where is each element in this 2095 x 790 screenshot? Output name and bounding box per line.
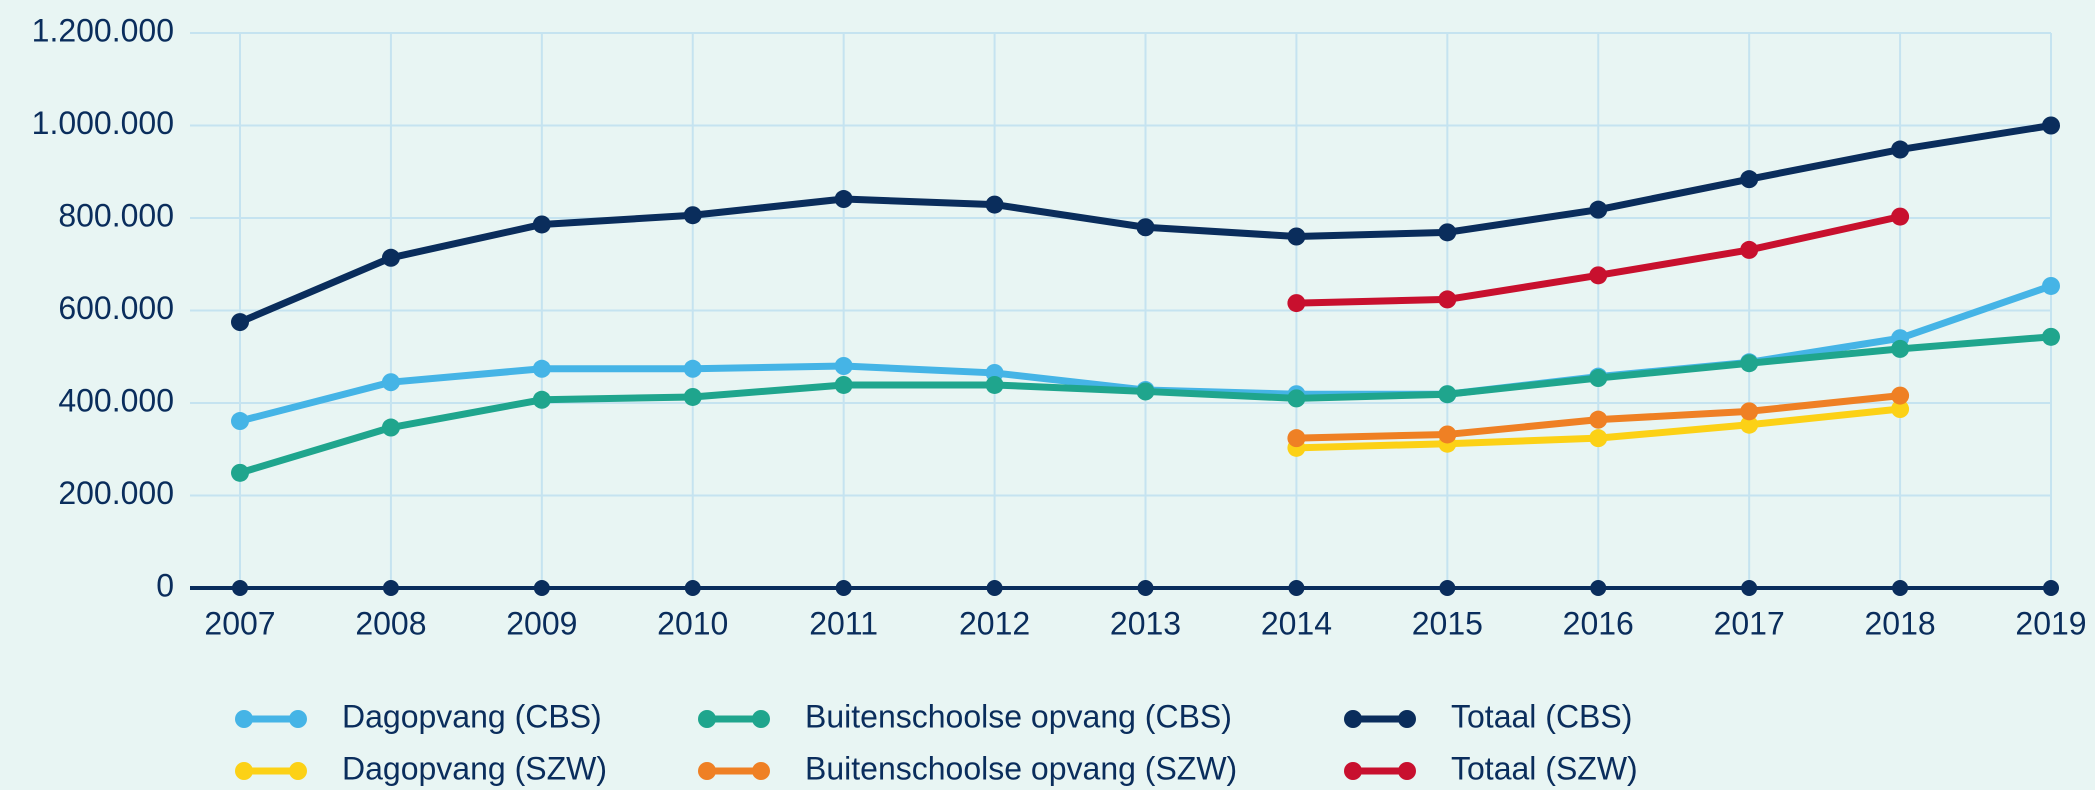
data-point xyxy=(834,357,853,375)
x-tick-label: 2015 xyxy=(1412,605,1483,641)
x-tick-label: 2009 xyxy=(506,605,577,641)
data-point xyxy=(683,206,702,225)
data-point xyxy=(834,190,853,209)
x-tick-label: 2011 xyxy=(809,605,878,641)
legend-swatch xyxy=(698,710,716,728)
legend-swatch xyxy=(752,762,770,780)
x-tick-mark xyxy=(382,580,399,596)
y-tick-label: 600.000 xyxy=(58,290,174,326)
data-point xyxy=(1740,240,1759,259)
data-point xyxy=(1589,429,1608,448)
legend-swatch xyxy=(1398,710,1416,728)
legend-swatch xyxy=(698,762,716,780)
data-point xyxy=(1891,386,1910,405)
legend-label: Totaal (CBS) xyxy=(1451,698,1632,734)
data-point xyxy=(683,359,702,378)
legend-swatch xyxy=(1344,762,1362,780)
x-tick-mark xyxy=(684,580,701,596)
x-tick-label: 2007 xyxy=(204,605,275,641)
data-point xyxy=(683,387,702,406)
data-point xyxy=(1287,294,1306,313)
data-point xyxy=(1891,207,1910,226)
data-point xyxy=(381,248,400,267)
legend-label: Totaal (SZW) xyxy=(1451,750,1638,786)
x-tick-mark xyxy=(1892,580,1909,596)
y-tick-label: 0 xyxy=(156,567,174,603)
y-tick-label: 400.000 xyxy=(58,382,174,418)
y-tick-label: 1.200.000 xyxy=(32,12,174,48)
data-point xyxy=(532,215,551,234)
x-tick-label: 2010 xyxy=(657,605,728,641)
x-tick-mark xyxy=(1439,580,1456,596)
x-tick-mark xyxy=(2043,580,2059,596)
data-point xyxy=(834,375,853,394)
x-tick-mark xyxy=(533,580,550,596)
data-point xyxy=(985,195,1004,214)
y-tick-label: 800.000 xyxy=(58,197,174,233)
legend-label: Buitenschoolse opvang (SZW) xyxy=(805,750,1237,786)
legend-swatch xyxy=(1344,710,1362,728)
data-point xyxy=(1740,402,1759,421)
x-tick-mark xyxy=(1590,580,1607,596)
y-tick-label: 1.000.000 xyxy=(32,105,174,141)
data-point xyxy=(1589,200,1608,219)
data-point xyxy=(1740,354,1759,373)
legend-swatch xyxy=(235,762,253,780)
data-point xyxy=(231,313,249,332)
legend-label: Dagopvang (CBS) xyxy=(342,698,602,734)
x-tick-mark xyxy=(1741,580,1758,596)
data-point xyxy=(1891,339,1910,358)
legend-swatch xyxy=(752,710,770,728)
x-tick-label: 2016 xyxy=(1563,605,1634,641)
y-tick-label: 200.000 xyxy=(58,475,174,511)
x-tick-mark xyxy=(986,580,1003,596)
legend-label: Dagopvang (SZW) xyxy=(342,750,607,786)
data-point xyxy=(1136,218,1155,237)
data-point xyxy=(2042,276,2060,295)
x-tick-mark xyxy=(835,580,852,596)
x-tick-label: 2012 xyxy=(959,605,1030,641)
data-point xyxy=(532,390,551,409)
data-point xyxy=(1891,400,1910,419)
data-point xyxy=(1891,140,1910,159)
data-point xyxy=(1438,290,1457,309)
data-point xyxy=(1287,227,1306,246)
data-point xyxy=(532,359,551,378)
data-point xyxy=(1287,389,1306,408)
data-point xyxy=(2042,327,2060,346)
x-tick-mark xyxy=(1288,580,1305,596)
data-point xyxy=(1438,223,1457,242)
legend-swatch xyxy=(1398,762,1416,780)
x-tick-label: 2018 xyxy=(1864,605,1935,641)
data-point xyxy=(1740,415,1759,434)
data-point xyxy=(2042,116,2060,135)
data-point xyxy=(231,463,249,482)
x-tick-label: 2008 xyxy=(355,605,426,641)
data-point xyxy=(381,373,400,392)
legend-swatch xyxy=(289,762,307,780)
data-point xyxy=(381,418,400,437)
data-point xyxy=(1136,382,1155,401)
legend-swatch xyxy=(235,710,253,728)
legend-swatch xyxy=(289,710,307,728)
x-tick-label: 2013 xyxy=(1110,605,1181,641)
data-point xyxy=(1740,170,1759,189)
x-tick-label: 2017 xyxy=(1714,605,1785,641)
x-tick-mark xyxy=(1137,580,1154,596)
x-tick-label: 2014 xyxy=(1261,605,1332,641)
data-point xyxy=(1589,266,1608,285)
data-point xyxy=(985,375,1004,394)
data-point xyxy=(1589,410,1608,429)
legend-label: Buitenschoolse opvang (CBS) xyxy=(805,698,1232,734)
x-tick-label: 2019 xyxy=(2015,605,2086,641)
data-point xyxy=(1589,369,1608,388)
data-point xyxy=(1438,425,1457,444)
x-tick-mark xyxy=(232,580,248,596)
data-point xyxy=(1438,385,1457,404)
data-point xyxy=(231,412,249,431)
data-point xyxy=(1287,429,1306,448)
